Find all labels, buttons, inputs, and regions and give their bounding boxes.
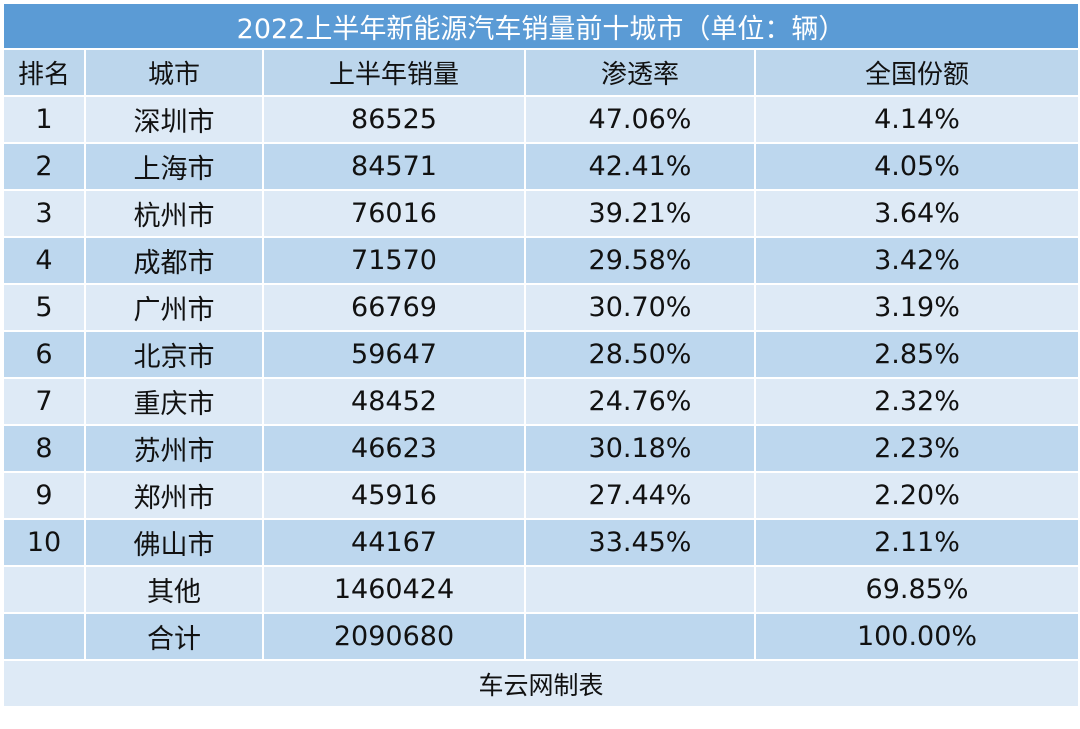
sales-cell: 66769 — [262, 283, 526, 332]
sales-cell: 44167 — [262, 518, 526, 567]
share-cell: 3.19% — [753, 283, 1080, 332]
penetration-cell: 30.18% — [524, 424, 756, 473]
share-cell: 2.23% — [753, 424, 1080, 473]
rank-cell: 8 — [2, 424, 86, 473]
rank-cell: 1 — [2, 95, 86, 144]
sales-cell: 45916 — [262, 471, 526, 520]
penetration-cell: 27.44% — [524, 471, 756, 520]
penetration-cell: 42.41% — [524, 142, 756, 191]
column-header-rank: 排名 — [2, 48, 86, 97]
rank-cell: 10 — [2, 518, 86, 567]
city-cell: 广州市 — [84, 283, 264, 332]
city-cell: 深圳市 — [84, 95, 264, 144]
sales-cell: 46623 — [262, 424, 526, 473]
table-row: 2 上海市 84571 42.41% 4.05% — [2, 142, 1080, 191]
total-row: 合计 2090680 100.00% — [2, 612, 1080, 661]
city-cell: 上海市 — [84, 142, 264, 191]
table-footer-source: 车云网制表 — [1, 659, 1080, 708]
penetration-cell: 39.21% — [524, 189, 756, 238]
sales-table: 2022上半年新能源汽车销量前十城市（单位：辆） 排名 城市 上半年销量 渗透率… — [1, 2, 1080, 708]
sales-cell: 2090680 — [262, 612, 526, 661]
city-cell: 北京市 — [84, 330, 264, 379]
sales-cell: 76016 — [262, 189, 526, 238]
city-cell: 重庆市 — [84, 377, 264, 426]
column-header-sales: 上半年销量 — [262, 48, 526, 97]
table-row: 4 成都市 71570 29.58% 3.42% — [2, 236, 1080, 285]
share-cell: 3.42% — [753, 236, 1080, 285]
title-row: 2022上半年新能源汽车销量前十城市（单位：辆） — [1, 2, 1080, 50]
penetration-cell: 33.45% — [524, 518, 756, 567]
sales-cell: 48452 — [262, 377, 526, 426]
table-row: 8 苏州市 46623 30.18% 2.23% — [2, 424, 1080, 473]
rank-cell: 9 — [2, 471, 86, 520]
share-cell: 2.11% — [753, 518, 1080, 567]
rank-cell: 3 — [2, 189, 86, 238]
share-cell: 100.00% — [753, 612, 1080, 661]
sales-cell: 86525 — [262, 95, 526, 144]
table-row: 1 深圳市 86525 47.06% 4.14% — [2, 95, 1080, 144]
penetration-cell: 29.58% — [524, 236, 756, 285]
penetration-cell: 24.76% — [524, 377, 756, 426]
share-cell: 4.05% — [753, 142, 1080, 191]
share-cell: 2.32% — [753, 377, 1080, 426]
penetration-cell: 47.06% — [524, 95, 756, 144]
rank-cell: 2 — [2, 142, 86, 191]
table-title: 2022上半年新能源汽车销量前十城市（单位：辆） — [1, 2, 1080, 50]
rank-cell: 5 — [2, 283, 86, 332]
city-cell: 合计 — [84, 612, 264, 661]
penetration-cell: 28.50% — [524, 330, 756, 379]
city-cell: 佛山市 — [84, 518, 264, 567]
rank-cell: 7 — [2, 377, 86, 426]
city-cell: 杭州市 — [84, 189, 264, 238]
table-row: 7 重庆市 48452 24.76% 2.32% — [2, 377, 1080, 426]
table-row: 3 杭州市 76016 39.21% 3.64% — [2, 189, 1080, 238]
column-header-city: 城市 — [84, 48, 264, 97]
share-cell: 4.14% — [753, 95, 1080, 144]
table-row: 10 佛山市 44167 33.45% 2.11% — [2, 518, 1080, 567]
table-row: 9 郑州市 45916 27.44% 2.20% — [2, 471, 1080, 520]
rank-cell: 6 — [2, 330, 86, 379]
share-cell: 3.64% — [753, 189, 1080, 238]
sales-cell: 71570 — [262, 236, 526, 285]
city-cell: 郑州市 — [84, 471, 264, 520]
city-cell: 其他 — [84, 565, 264, 614]
penetration-cell — [524, 565, 756, 614]
sales-cell: 1460424 — [262, 565, 526, 614]
header-row: 排名 城市 上半年销量 渗透率 全国份额 — [2, 48, 1080, 97]
city-cell: 苏州市 — [84, 424, 264, 473]
city-cell: 成都市 — [84, 236, 264, 285]
rank-cell — [2, 612, 86, 661]
table-row: 5 广州市 66769 30.70% 3.19% — [2, 283, 1080, 332]
column-header-penetration: 渗透率 — [524, 48, 756, 97]
others-row: 其他 1460424 69.85% — [2, 565, 1080, 614]
share-cell: 2.85% — [753, 330, 1080, 379]
share-cell: 2.20% — [753, 471, 1080, 520]
share-cell: 69.85% — [753, 565, 1080, 614]
penetration-cell — [524, 612, 756, 661]
rank-cell — [2, 565, 86, 614]
sales-cell: 84571 — [262, 142, 526, 191]
penetration-cell: 30.70% — [524, 283, 756, 332]
footer-row: 车云网制表 — [1, 659, 1080, 708]
rank-cell: 4 — [2, 236, 86, 285]
table-row: 6 北京市 59647 28.50% 2.85% — [2, 330, 1080, 379]
sales-cell: 59647 — [262, 330, 526, 379]
column-header-national-share: 全国份额 — [753, 48, 1080, 97]
